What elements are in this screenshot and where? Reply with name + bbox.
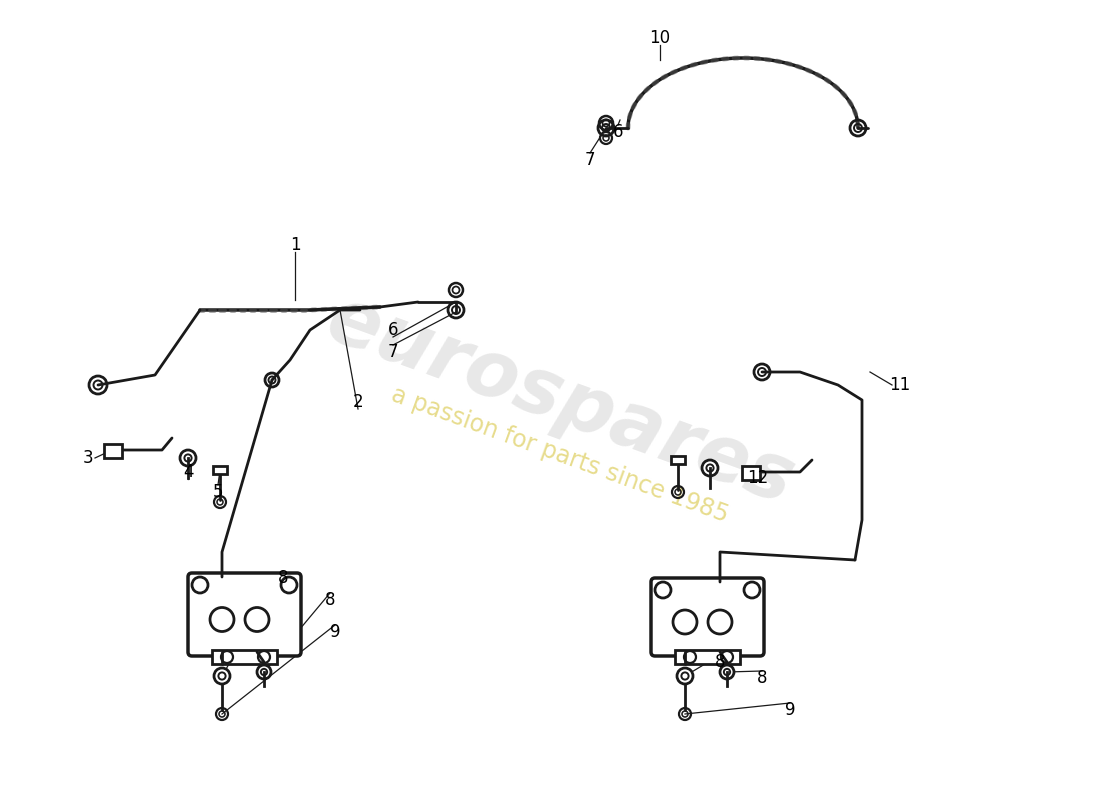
Text: 6: 6 <box>387 321 398 339</box>
Circle shape <box>676 668 693 684</box>
FancyBboxPatch shape <box>188 573 301 656</box>
Text: 6: 6 <box>613 123 624 141</box>
Bar <box>675 650 740 664</box>
Bar <box>742 466 760 480</box>
Text: 5: 5 <box>212 483 223 501</box>
Text: 1: 1 <box>289 236 300 254</box>
Bar <box>213 466 227 474</box>
Text: 8: 8 <box>715 653 725 671</box>
Text: 8: 8 <box>324 591 336 609</box>
Text: 2: 2 <box>353 393 363 411</box>
Text: 9: 9 <box>784 701 795 719</box>
Text: eurospares: eurospares <box>316 280 804 520</box>
Text: 9: 9 <box>330 623 340 641</box>
Circle shape <box>214 668 230 684</box>
Text: 8: 8 <box>757 669 768 687</box>
Circle shape <box>180 450 196 466</box>
Bar <box>212 650 277 664</box>
Text: 7: 7 <box>585 151 595 169</box>
Bar <box>104 444 122 458</box>
Text: 3: 3 <box>82 449 94 467</box>
Text: 4: 4 <box>183 463 194 481</box>
Text: 10: 10 <box>649 29 671 47</box>
Bar <box>671 456 685 464</box>
Text: a passion for parts since 1985: a passion for parts since 1985 <box>388 382 732 527</box>
Circle shape <box>720 665 734 679</box>
Text: 11: 11 <box>890 376 911 394</box>
Text: 12: 12 <box>747 469 769 487</box>
Text: 7: 7 <box>387 343 398 361</box>
Circle shape <box>257 665 271 679</box>
Text: 8: 8 <box>277 569 288 587</box>
FancyBboxPatch shape <box>651 578 764 656</box>
Circle shape <box>702 460 718 476</box>
